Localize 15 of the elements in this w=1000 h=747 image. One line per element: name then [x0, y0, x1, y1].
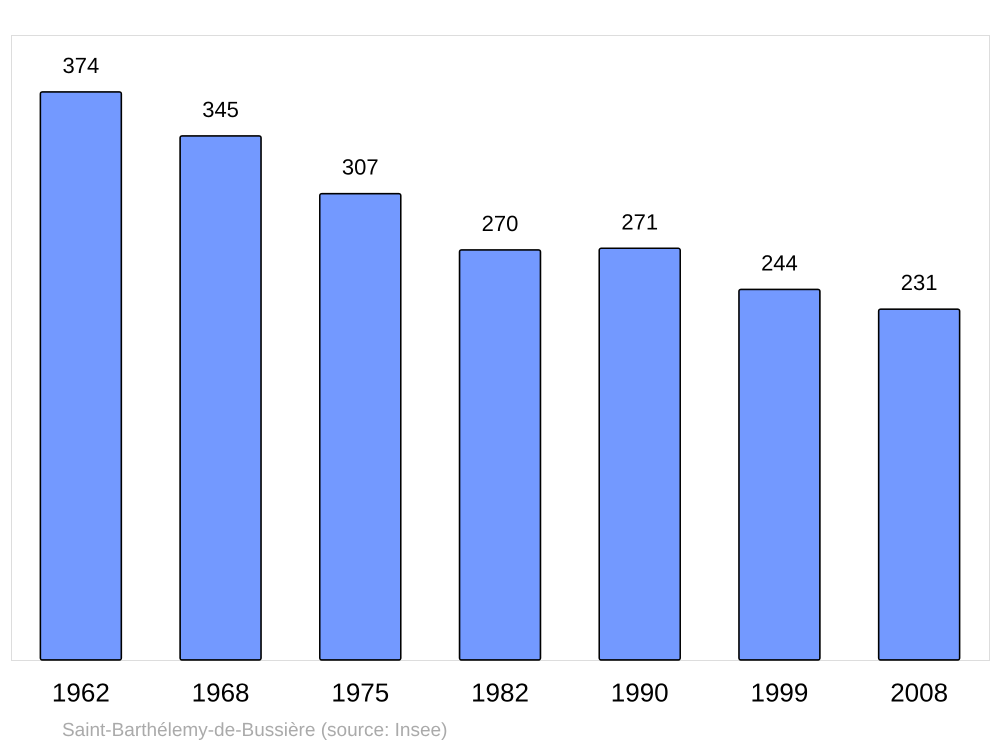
data-label: 307: [342, 154, 379, 180]
text: Saint-Barthélemy-de-Bussière (source: Insee): [62, 720, 448, 741]
data-label: 271: [621, 209, 658, 234]
x-tick-label: 1962: [52, 678, 110, 708]
x-tick-label: 2008: [890, 678, 948, 708]
x-tick-label: 1990: [610, 678, 669, 708]
data-label: 270: [482, 210, 518, 236]
data-label: 244: [761, 250, 798, 276]
x-tick-label: 1999: [750, 678, 808, 708]
x-tick-label: 1982: [471, 678, 529, 708]
data-label: 374: [62, 52, 100, 78]
data-label: 231: [900, 270, 938, 296]
x-tick-label: 1968: [192, 678, 250, 708]
x-tick-label: 1975: [331, 678, 390, 708]
data-label: 345: [202, 96, 239, 122]
